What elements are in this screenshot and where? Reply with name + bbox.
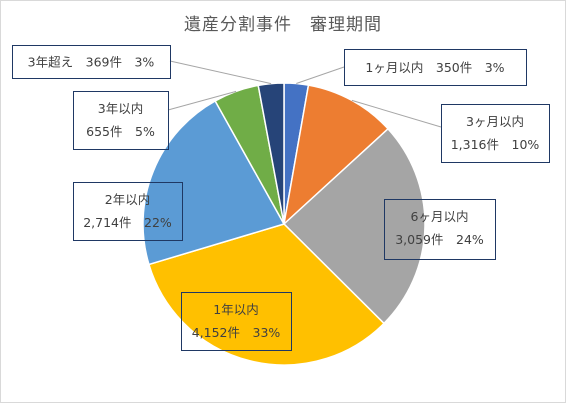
chart-title: 遺産分割事件 審理期間 xyxy=(184,15,382,35)
pie-slice xyxy=(282,84,390,227)
pie-slices xyxy=(142,82,426,366)
leader-line xyxy=(351,99,442,128)
data-label: 6ヶ月以内 3,059件 24% xyxy=(384,199,496,260)
pie-slice xyxy=(142,99,286,266)
data-label-value: 1,316件 10% xyxy=(451,137,540,152)
pie-slice xyxy=(282,127,426,325)
data-label-box xyxy=(73,182,183,241)
data-label-category: 3年以内 xyxy=(98,101,143,116)
data-label: 3年超え 369件 3% xyxy=(12,45,171,79)
data-label-box xyxy=(441,104,550,163)
leader-line xyxy=(296,66,345,84)
data-label-category: 1年以内 xyxy=(213,302,258,317)
data-label-value: 4,152件 33% xyxy=(192,325,281,340)
data-label-text: 1ヶ月以内 350件 3% xyxy=(365,60,504,75)
data-label-value: 655件 5% xyxy=(86,124,155,139)
data-label-value: 3,059件 24% xyxy=(395,232,484,247)
data-label-category: 2年以内 xyxy=(105,192,150,207)
data-label-box xyxy=(384,199,496,260)
data-label-box xyxy=(73,91,169,150)
data-label-box xyxy=(344,49,527,86)
data-label: 1年以内 4,152件 33% xyxy=(181,292,292,351)
data-label-value: 2,714件 22% xyxy=(83,215,172,230)
data-label-text: 3年超え 369件 3% xyxy=(28,55,155,70)
leader-line xyxy=(167,90,237,111)
data-label-category: 6ヶ月以内 xyxy=(411,209,469,224)
data-label: 3ヶ月以内 1,316件 10% xyxy=(441,104,550,163)
data-labels: 1ヶ月以内 350件 3% 3ヶ月以内 1,316件 10% 6ヶ月以内 3,059件 … xyxy=(12,45,550,351)
pie-slice xyxy=(147,223,386,366)
data-label: 1ヶ月以内 350件 3% xyxy=(344,49,527,86)
data-label-category: 3ヶ月以内 xyxy=(466,114,524,129)
leader-line xyxy=(169,60,272,85)
data-label: 2年以内 2,714件 22% xyxy=(73,182,183,241)
data-label: 3年以内 655件 5% xyxy=(73,91,169,150)
data-label-box xyxy=(181,292,292,351)
data-label-box xyxy=(12,45,171,79)
